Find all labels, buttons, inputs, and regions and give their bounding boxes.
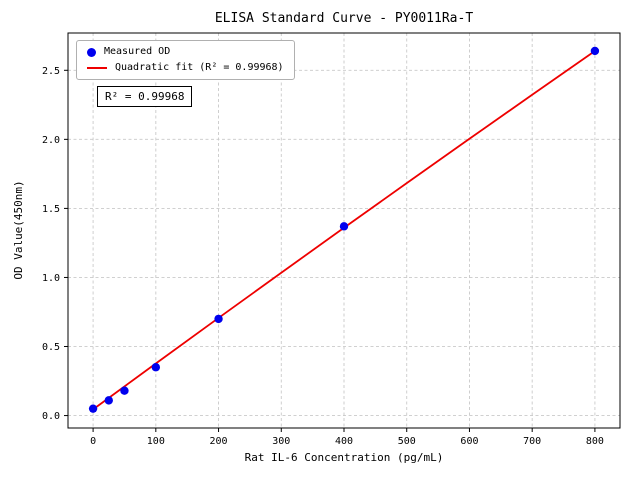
scatter-points (88, 46, 600, 413)
legend-item-measured-od: Measured OD (87, 47, 284, 57)
data-point (151, 363, 161, 372)
svg-text:500: 500 (398, 436, 416, 447)
svg-text:400: 400 (335, 436, 353, 447)
legend-label-quadratic-fit: Quadratic fit (R² = 0.99968) (115, 62, 284, 73)
svg-text:1.0: 1.0 (42, 273, 60, 284)
svg-text:0.5: 0.5 (42, 342, 60, 353)
y-axis-ticks: 0.0 0.5 1.0 1.5 2.0 2.5 (42, 66, 68, 422)
svg-text:800: 800 (586, 436, 604, 447)
data-point (214, 314, 223, 324)
svg-text:200: 200 (210, 436, 228, 447)
legend-marker-fit (87, 67, 107, 69)
x-axis-label: Rat IL-6 Concentration (pg/mL) (245, 451, 444, 464)
svg-text:100: 100 (147, 436, 165, 447)
legend: Measured OD Quadratic fit (R² = 0.99968) (76, 40, 295, 80)
legend-item-quadratic-fit: Quadratic fit (R² = 0.99968) (87, 63, 284, 73)
data-point (339, 222, 349, 231)
svg-text:300: 300 (272, 436, 290, 447)
data-point (590, 46, 600, 56)
grid-lines (68, 33, 620, 428)
svg-text:2.5: 2.5 (42, 66, 60, 77)
data-point (88, 404, 98, 413)
x-axis-ticks: 0 100 200 300 400 500 600 700 800 (90, 428, 604, 447)
legend-marker-measured-od (87, 47, 96, 57)
y-axis-label: OD Value(450nm) (12, 180, 25, 279)
svg-text:700: 700 (523, 436, 541, 447)
svg-text:0: 0 (90, 436, 96, 447)
chart-title: ELISA Standard Curve - PY0011Ra-T (215, 11, 473, 26)
svg-text:600: 600 (460, 436, 478, 447)
data-point (120, 386, 129, 395)
r-squared-annotation: R² = 0.99968 (97, 86, 193, 108)
svg-text:0.0: 0.0 (42, 411, 60, 422)
svg-text:1.5: 1.5 (42, 204, 60, 215)
legend-label-measured-od: Measured OD (104, 46, 171, 57)
data-point (104, 396, 113, 405)
svg-text:2.0: 2.0 (42, 135, 60, 146)
